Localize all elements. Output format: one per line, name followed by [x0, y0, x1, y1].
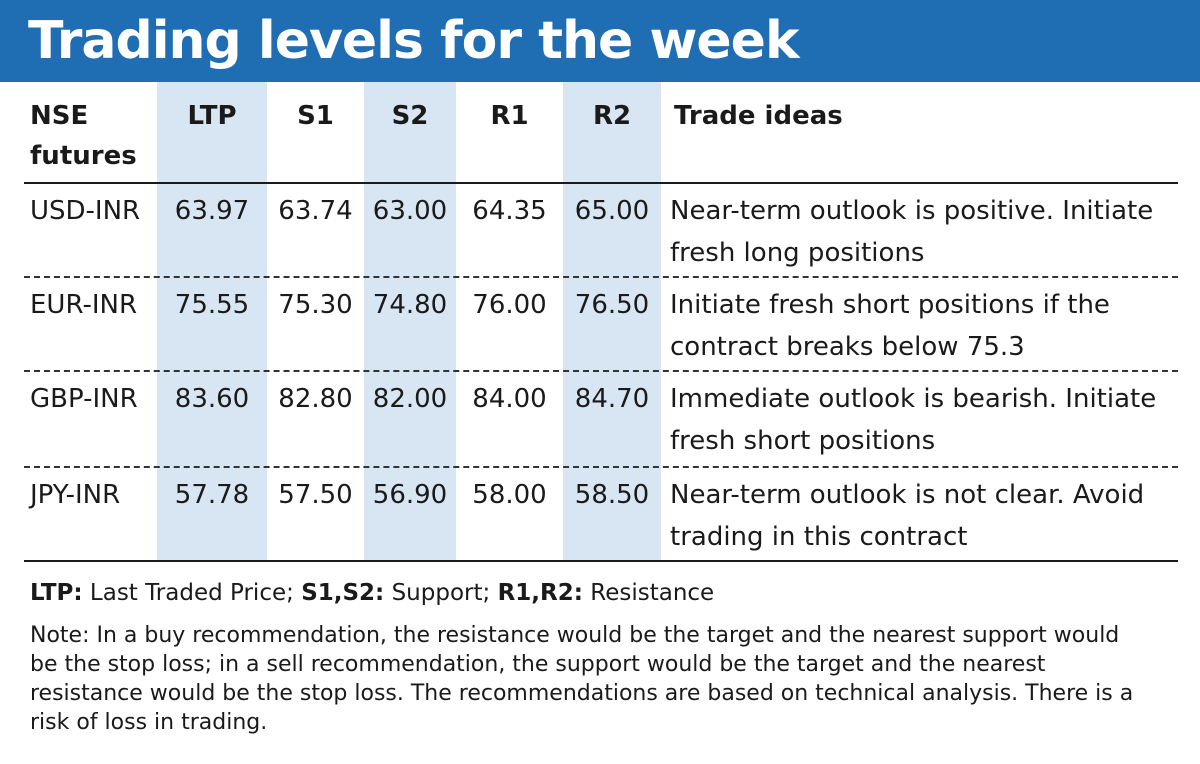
r2-column-shade: [563, 82, 661, 560]
r1-cell: 64.35: [472, 196, 547, 226]
header-ltp: LTP: [187, 101, 237, 131]
s2-cell: 63.00: [372, 196, 448, 226]
r2-cell: 58.50: [574, 480, 650, 510]
s2-column-shade: [364, 82, 456, 560]
row-divider: [24, 466, 1178, 468]
s2-cell: 82.00: [372, 384, 448, 414]
legend-support-term: S1,S2:: [301, 580, 385, 606]
legend-resistance-desc: Resistance: [582, 580, 715, 606]
s2-cell: 74.80: [372, 290, 448, 320]
row-divider: [24, 370, 1178, 372]
r1-cell: 76.00: [472, 290, 547, 320]
r2-cell: 65.00: [574, 196, 650, 226]
ltp-cell: 63.97: [174, 196, 250, 226]
header-r2: R2: [592, 101, 632, 131]
ltp-cell: 57.78: [174, 480, 250, 510]
ltp-cell: 83.60: [174, 384, 250, 414]
title-bar: Trading levels for the week: [0, 0, 1200, 82]
s2-cell: 56.90: [372, 480, 448, 510]
trade-idea-cell: Near-term outlook is not clear. Avoid tr…: [670, 480, 1145, 552]
s1-cell: 57.50: [278, 480, 353, 510]
header-nse-futures: NSE futures: [30, 101, 137, 171]
pair-cell: GBP-INR: [30, 384, 138, 414]
header-trade-ideas: Trade ideas: [674, 101, 843, 131]
legend: LTP: Last Traded Price; S1,S2: Support; …: [30, 578, 1180, 608]
trade-idea-cell: Initiate fresh short positions if the co…: [670, 290, 1110, 362]
page-title: Trading levels for the week: [28, 11, 800, 71]
header-divider: [24, 182, 1178, 184]
pair-cell: EUR-INR: [30, 290, 138, 320]
legend-resistance-term: R1,R2:: [497, 580, 583, 606]
legend-support-desc: Support;: [384, 580, 498, 606]
s1-cell: 75.30: [278, 290, 353, 320]
r2-cell: 84.70: [574, 384, 650, 414]
pair-cell: JPY-INR: [30, 480, 121, 510]
table-bottom-rule: [24, 560, 1178, 562]
row-divider: [24, 276, 1178, 278]
disclaimer-note: Note: In a buy recommendation, the resis…: [30, 623, 1134, 735]
r1-cell: 84.00: [472, 384, 547, 414]
s1-cell: 82.80: [278, 384, 353, 414]
table-row-eur-inr: EUR-INR 75.55 75.30 74.80 76.00 76.50 In…: [0, 278, 1200, 374]
header-s2: S2: [391, 101, 429, 131]
table-row-usd-inr: USD-INR 63.97 63.74 63.00 64.35 65.00 Ne…: [0, 184, 1200, 280]
r1-cell: 58.00: [472, 480, 547, 510]
legend-ltp-desc: Last Traded Price;: [82, 580, 302, 606]
table-row-gbp-inr: GBP-INR 83.60 82.80 82.00 84.00 84.70 Im…: [0, 372, 1200, 468]
legend-ltp-term: LTP:: [30, 580, 83, 606]
header-s1: S1: [297, 101, 334, 131]
header-r1: R1: [490, 101, 529, 131]
pair-cell: USD-INR: [30, 196, 141, 226]
r2-cell: 76.50: [574, 290, 650, 320]
table-row-jpy-inr: JPY-INR 57.78 57.50 56.90 58.00 58.50 Ne…: [0, 468, 1200, 564]
ltp-column-shade: [157, 82, 267, 560]
s1-cell: 63.74: [278, 196, 353, 226]
ltp-cell: 75.55: [174, 290, 250, 320]
trade-idea-cell: Near-term outlook is positive. Initiate …: [670, 196, 1154, 268]
trade-idea-cell: Immediate outlook is bearish. Initiate f…: [670, 384, 1157, 456]
